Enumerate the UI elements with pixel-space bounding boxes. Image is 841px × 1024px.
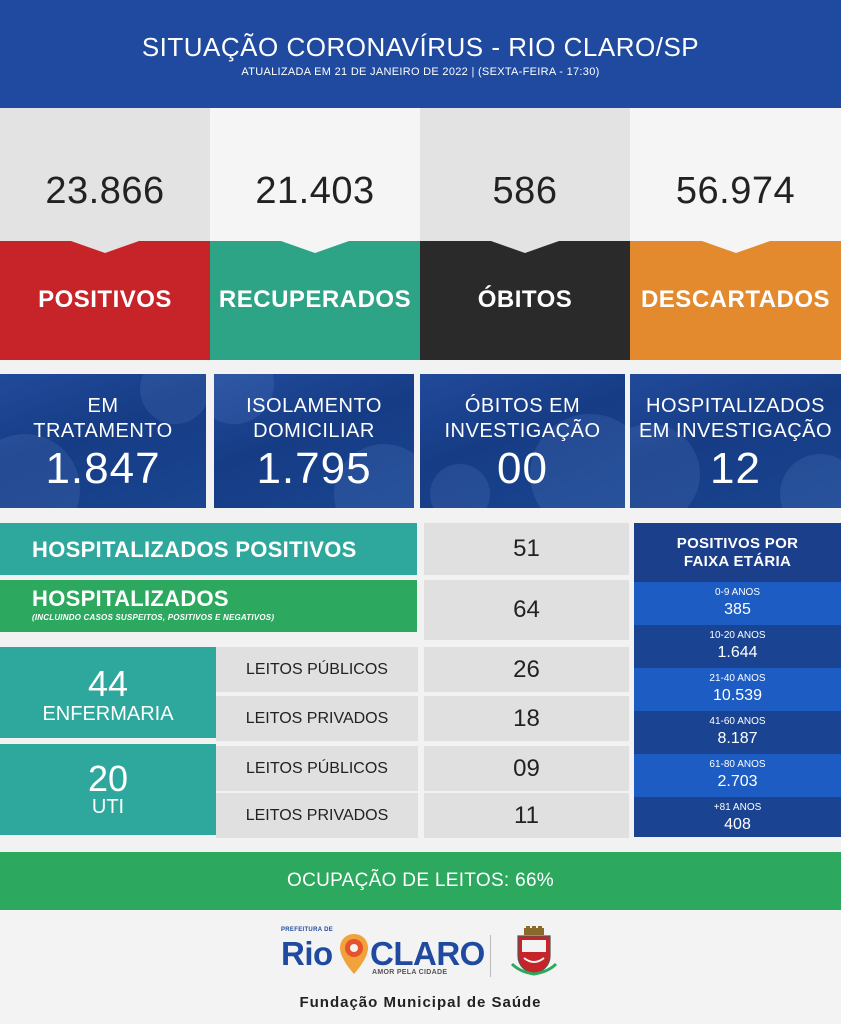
hospitalizados-total-value: 64 (424, 580, 629, 640)
info-value: 12 (710, 444, 761, 493)
age-range: 0-9 ANOS (714, 587, 761, 598)
stat-label: DESCARTADOS (640, 286, 831, 313)
notch-arrow (701, 241, 770, 253)
logo-rio-text: Rio (281, 935, 333, 972)
age-row: 41-60 ANOS 8.187 (634, 711, 841, 754)
age-value: 1.644 (717, 644, 758, 661)
age-group-panel: POSITIVOS POR FAIXA ETÁRIA 0-9 ANOS 385 1… (634, 523, 841, 837)
uti-publicos-label: LEITOS PÚBLICOS (216, 746, 418, 791)
enfermaria-publicos-label: LEITOS PÚBLICOS (216, 647, 418, 692)
info-label: ÓBITOS EM INVESTIGAÇÃO (444, 395, 601, 442)
footer (0, 910, 841, 1024)
stat-positivos: 23.866 POSITIVOS (0, 108, 210, 360)
age-row: 21-40 ANOS 10.539 (634, 668, 841, 711)
age-value: 385 (724, 601, 751, 618)
header-banner: SITUAÇÃO CORONAVÍRUS - RIO CLARO/SP ATUA… (0, 0, 841, 108)
hospitalizados-positivos-bar: HOSPITALIZADOS POSITIVOS (0, 523, 417, 575)
enfermaria-value: 44 (87, 663, 129, 704)
map-pin-icon (340, 934, 368, 974)
notch-arrow (491, 241, 559, 253)
age-range: 21-40 ANOS (709, 673, 766, 684)
enfermaria-privados-label: LEITOS PRIVADOS (216, 696, 418, 741)
stat-label: RECUPERADOS (218, 286, 412, 313)
page-title: SITUAÇÃO CORONAVÍRUS - RIO CLARO/SP (141, 32, 700, 62)
hospitalizados-total-label: HOSPITALIZADOS (32, 586, 229, 611)
virus-background-decoration (430, 464, 490, 508)
logo-claro-text: CLARO (370, 935, 485, 972)
age-value: 408 (724, 816, 751, 833)
enfermaria-publicos-value: 26 (424, 647, 629, 692)
age-row: 10-20 ANOS 1.644 (634, 625, 841, 668)
age-range: +81 ANOS (713, 802, 762, 813)
notch-arrow (281, 241, 349, 253)
stat-recuperados: 21.403 RECUPERADOS (210, 108, 420, 360)
logo-tagline: AMOR PELA CIDADE (372, 969, 448, 976)
info-isolamento-domiciliar: ISOLAMENTO DOMICILIAR 1.795 (214, 374, 414, 508)
info-label: HOSPITALIZADOS EM INVESTIGAÇÃO (638, 395, 833, 442)
uti-privados-value: 11 (424, 793, 629, 838)
age-group-title: POSITIVOS POR FAIXA ETÁRIA (634, 523, 841, 582)
stat-label: ÓBITOS (477, 286, 573, 313)
fundacao-label: Fundação Municipal de Saúde (299, 994, 542, 1011)
uti-value: 20 (87, 758, 129, 799)
age-range: 61-80 ANOS (709, 759, 766, 770)
logo-prefeitura-text: PREFEITURA DE (281, 927, 334, 933)
stat-value: 23.866 (45, 170, 165, 212)
uti-privados-label: LEITOS PRIVADOS (216, 793, 418, 838)
age-row: 61-80 ANOS 2.703 (634, 754, 841, 797)
age-value: 2.703 (717, 773, 758, 790)
info-hospitalizados-investigacao: HOSPITALIZADOS EM INVESTIGAÇÃO 12 (630, 374, 841, 508)
city-coat-of-arms-icon (510, 926, 558, 976)
enfermaria-block: 44 ENFERMARIA (0, 647, 216, 738)
hospitalizados-positivos-label: HOSPITALIZADOS POSITIVOS (32, 537, 357, 562)
info-em-tratamento: EM TRATAMENTO 1.847 (0, 374, 206, 508)
info-value: 1.847 (45, 444, 161, 493)
info-value: 00 (497, 444, 548, 493)
age-row: 0-9 ANOS 385 (634, 582, 841, 625)
stat-descartados: 56.974 DESCARTADOS (630, 108, 841, 360)
uti-block: 20 UTI (0, 744, 216, 835)
stat-obitos: 586 ÓBITOS (420, 108, 630, 360)
info-value: 1.795 (256, 444, 372, 493)
info-obitos-investigacao: ÓBITOS EM INVESTIGAÇÃO 00 (420, 374, 625, 508)
footer-divider (490, 935, 491, 977)
info-label: EM TRATAMENTO (33, 395, 173, 442)
uti-label: UTI (91, 796, 125, 818)
stat-label: POSITIVOS (38, 286, 172, 313)
update-date: ATUALIZADA EM 21 DE JANEIRO DE 2022 | (S… (241, 66, 600, 78)
stat-value: 21.403 (255, 170, 375, 212)
occupancy-bar: OCUPAÇÃO DE LEITOS: 66% (0, 852, 841, 910)
age-value: 10.539 (713, 687, 762, 704)
uti-publicos-value: 09 (424, 746, 629, 791)
age-row: +81 ANOS 408 (634, 797, 841, 837)
hospitalizados-total-bar: HOSPITALIZADOS (INCLUINDO CASOS SUSPEITO… (0, 580, 417, 632)
age-value: 8.187 (717, 730, 758, 747)
hospitalizados-total-note: (INCLUINDO CASOS SUSPEITOS, POSITIVOS E … (32, 613, 275, 622)
stat-value: 56.974 (675, 170, 796, 212)
age-range: 10-20 ANOS (709, 630, 766, 641)
stat-value: 586 (492, 170, 558, 212)
enfermaria-privados-value: 18 (424, 696, 629, 741)
info-label: ISOLAMENTO DOMICILIAR (246, 395, 382, 442)
enfermaria-label: ENFERMARIA (42, 703, 174, 725)
age-range: 41-60 ANOS (709, 716, 766, 727)
notch-arrow (71, 241, 139, 253)
hospitalizados-positivos-value: 51 (424, 523, 629, 575)
